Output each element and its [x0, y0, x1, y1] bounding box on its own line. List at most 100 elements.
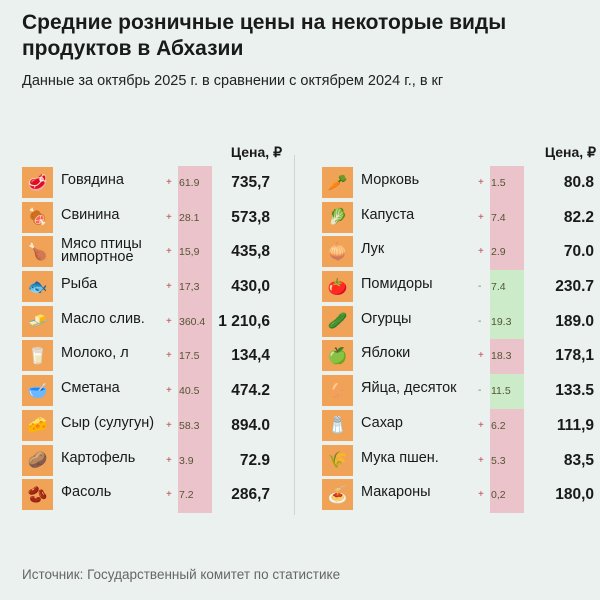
change-value: 17.5 [178, 339, 212, 375]
price-value: 189.0 [555, 312, 594, 330]
pasta-icon: 🍝 [322, 479, 353, 511]
product-name: Картофель [61, 449, 136, 466]
table-row: 🥚 Яйца, десяток -11.5 133.5 [320, 374, 594, 409]
table-row: 🧈 Масло слив. +360.4 1 210,6 [20, 304, 290, 340]
table-row: 🍖 Свинина +28.1 573,8 [20, 200, 290, 236]
table-row: 🥒 Огурцы -19.3 189.0 [320, 304, 594, 340]
price-value: 230.7 [555, 278, 594, 296]
table-row: 🧂 Сахар +6.2 111,9 [320, 408, 594, 444]
change-value: 6.2 [490, 408, 524, 444]
change-value: 40.5 [178, 374, 212, 409]
table-row: 🧅 Лук +2.9 70.0 [320, 235, 594, 271]
table-row: 🥬 Капуста +7.4 82.2 [320, 200, 594, 236]
change-value: 3.9 [178, 443, 212, 479]
cabbage-icon: 🥬 [322, 201, 353, 233]
change-value: 28.1 [178, 200, 212, 236]
price-value: 80.8 [563, 174, 594, 191]
page-title: Средние розничные цены на некоторые виды… [22, 11, 507, 60]
price-header: Цена, ₽ [544, 144, 596, 160]
product-name: Огурцы [361, 310, 412, 327]
price-value: 111,9 [556, 416, 594, 434]
left-table: Цена, ₽ 🥩 Говядина +61.9 735,7 🍖 Свинина +28.1… [20, 140, 290, 513]
product-name: Помидоры [361, 276, 433, 293]
price-value: 133.5 [555, 382, 594, 400]
change-sign: + [478, 419, 484, 431]
product-name: Сметана [61, 380, 120, 397]
price-value: 180,0 [555, 486, 594, 504]
change-value: 7.2 [178, 478, 212, 513]
butter-icon: 🧈 [22, 305, 53, 337]
change-value: 360.4 [178, 304, 212, 340]
change-value: 11.5 [490, 374, 524, 409]
change-sign: + [478, 350, 484, 362]
price-value: 1 210,6 [218, 312, 270, 330]
change-sign: + [166, 489, 172, 501]
change-sign: + [166, 454, 172, 466]
change-value: 7.4 [490, 200, 524, 236]
source-note: Источник: Государственный комитет по ста… [22, 567, 341, 582]
carrot-icon: 🥕 [322, 167, 353, 198]
product-name: Масло слив. [61, 310, 145, 327]
apple-icon: 🍏 [322, 340, 353, 372]
price-value: 178,1 [555, 347, 594, 365]
change-sign: + [166, 211, 172, 223]
table-row: 🍅 Помидоры -7.4 230.7 [320, 270, 594, 305]
sour-cream-icon: 🥣 [22, 375, 53, 407]
table-row: 🍏 Яблоки +18.3 178,1 [320, 339, 594, 375]
price-value: 435,8 [231, 243, 270, 261]
right-table: Цена, ₽ 🥕 Морковь +1.5 80.8 🥬 Капуста +7.4 82.2… [320, 140, 596, 513]
meat-icon: 🥩 [22, 167, 53, 198]
price-value: 70.0 [563, 243, 594, 261]
product-name: Говядина [61, 172, 124, 188]
table-row: 🧀 Сыр (сулугун) +58.3 894.0 [20, 408, 290, 444]
product-name: Яйца, десяток [361, 380, 457, 397]
price-value: 474.2 [231, 382, 270, 400]
product-name: Макароны [361, 484, 431, 501]
change-sign: + [166, 177, 172, 188]
change-value: 61.9 [178, 166, 212, 201]
price-value: 894.0 [231, 416, 270, 434]
table-row: 🥣 Сметана +40.5 474.2 [20, 374, 290, 409]
price-value: 83,5 [563, 451, 594, 469]
price-value: 134,4 [231, 347, 270, 365]
table-row: 🫘 Фасоль +7.2 286,7 [20, 478, 290, 513]
product-name: Свинина [61, 206, 120, 223]
potato-icon: 🥔 [22, 444, 53, 476]
price-header: Цена, ₽ [230, 144, 282, 160]
product-name: Сахар [361, 414, 403, 431]
table-row: 🥩 Говядина +61.9 735,7 [20, 166, 290, 201]
change-sign: + [478, 211, 484, 223]
change-sign: + [478, 454, 484, 466]
change-value: 1.5 [490, 166, 524, 201]
fish-icon: 🐟 [22, 271, 53, 303]
change-sign: - [478, 385, 482, 397]
change-value: 0,2 [490, 478, 524, 513]
chicken-icon: 🍗 [22, 236, 53, 268]
product-name: Фасоль [61, 484, 112, 501]
subtitle: Данные за октябрь 2025 г. в сравнении с … [22, 73, 444, 89]
change-value: 19.3 [490, 304, 524, 340]
table-row: 🥛 Молоко, л +17.5 134,4 [20, 339, 290, 375]
price-value: 573,8 [231, 208, 270, 226]
table-row: 🌾 Мука пшен. +5.3 83,5 [320, 443, 594, 479]
change-sign: + [478, 489, 484, 501]
onion-icon: 🧅 [322, 236, 353, 268]
change-sign: + [478, 246, 484, 258]
sugar-icon: 🧂 [322, 409, 353, 441]
change-sign: - [478, 281, 482, 293]
table-row: 🥕 Морковь +1.5 80.8 [320, 166, 594, 201]
change-value: 58.3 [178, 408, 212, 444]
change-value: 7.4 [490, 270, 524, 305]
change-value: 17,3 [178, 270, 212, 305]
price-value: 286,7 [231, 486, 270, 504]
table-row: 🥔 Картофель +3.9 72.9 [20, 443, 290, 479]
product-name: Морковь [361, 172, 420, 188]
beans-icon: 🫘 [22, 479, 53, 511]
change-sign: + [166, 315, 172, 327]
cucumber-icon: 🥒 [322, 305, 353, 337]
change-sign: + [166, 246, 172, 258]
cheese-icon: 🧀 [22, 409, 53, 441]
flour-icon: 🌾 [322, 444, 353, 476]
product-name: Яблоки [361, 345, 411, 362]
product-name: Мука пшен. [361, 449, 439, 466]
